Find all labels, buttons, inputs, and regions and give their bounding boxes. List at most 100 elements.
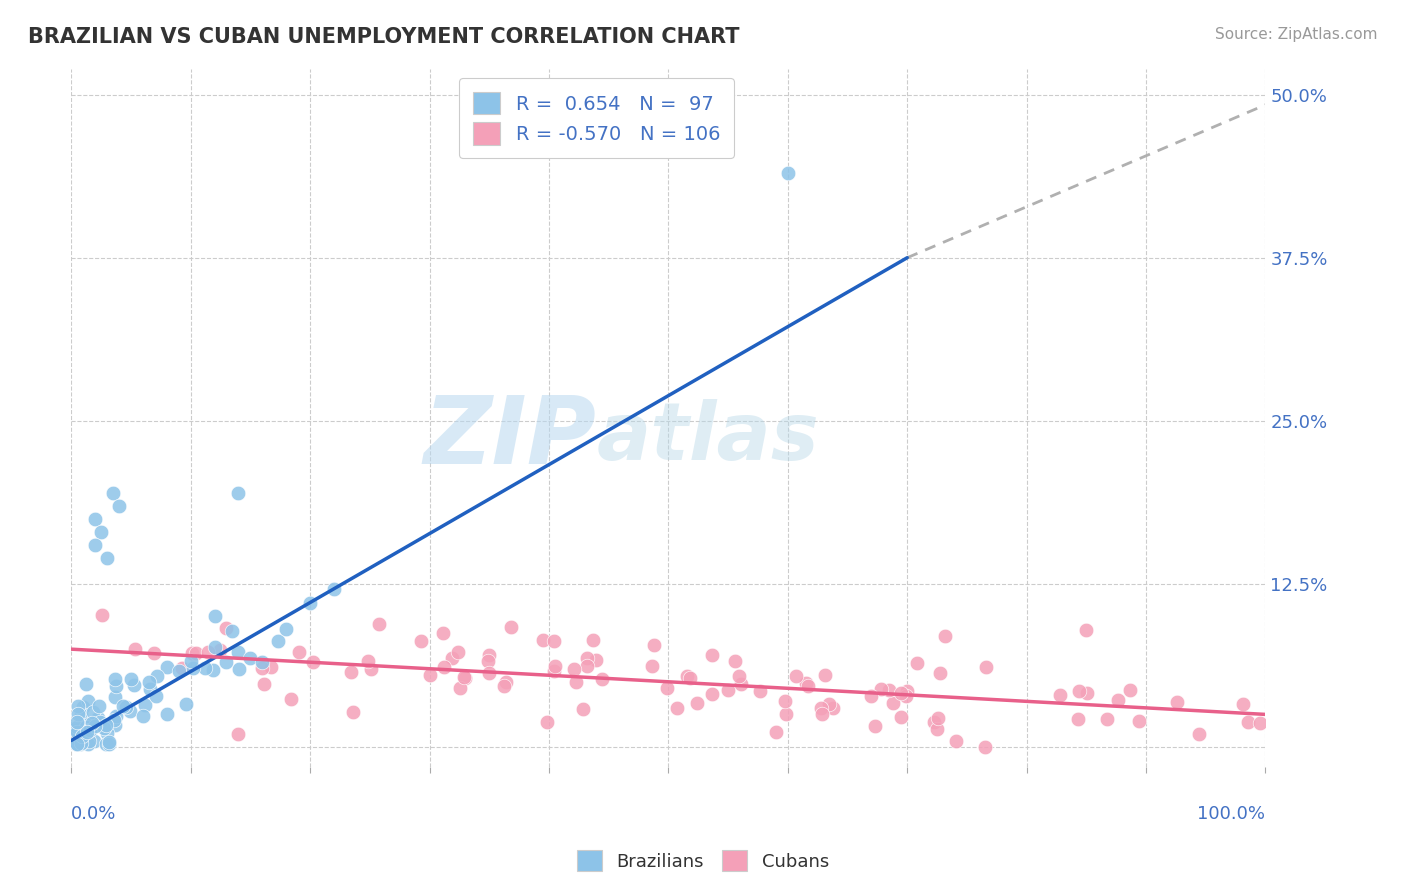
- Point: [1249, 715, 1271, 730]
- Point: [101, 485, 124, 500]
- Point: [449, 681, 471, 695]
- Point: [104, 672, 127, 686]
- Point: [785, 668, 807, 682]
- Point: [581, 632, 603, 647]
- Point: [124, 642, 146, 657]
- Point: [67, 735, 90, 749]
- Point: [76, 725, 98, 739]
- Point: [276, 623, 298, 637]
- Point: [700, 687, 723, 701]
- Point: [131, 708, 153, 723]
- Point: [70, 708, 93, 723]
- Point: [120, 704, 142, 718]
- Point: [894, 690, 917, 704]
- Point: [83, 719, 105, 733]
- Point: [823, 701, 845, 715]
- Point: [773, 694, 796, 708]
- Text: ZIP: ZIP: [423, 392, 596, 484]
- Point: [1049, 689, 1071, 703]
- Point: [323, 582, 346, 597]
- Point: [228, 485, 250, 500]
- Point: [934, 629, 956, 643]
- Point: [1166, 695, 1188, 709]
- Point: [945, 734, 967, 748]
- Point: [1188, 727, 1211, 741]
- Point: [98, 738, 121, 752]
- Point: [357, 654, 380, 668]
- Point: [727, 669, 749, 683]
- Point: [905, 656, 928, 670]
- Point: [665, 701, 688, 715]
- Point: [1128, 714, 1150, 728]
- Point: [797, 679, 820, 693]
- Point: [181, 661, 204, 675]
- Point: [186, 646, 208, 660]
- Point: [96, 726, 118, 740]
- Point: [896, 683, 918, 698]
- Point: [368, 616, 391, 631]
- Point: [104, 679, 127, 693]
- Point: [655, 681, 678, 695]
- Point: [87, 698, 110, 713]
- Point: [776, 166, 799, 180]
- Point: [536, 714, 558, 729]
- Point: [197, 645, 219, 659]
- Point: [860, 689, 883, 703]
- Point: [765, 724, 787, 739]
- Point: [818, 697, 841, 711]
- Point: [478, 648, 501, 663]
- Text: Source: ZipAtlas.com: Source: ZipAtlas.com: [1215, 27, 1378, 42]
- Point: [811, 707, 834, 722]
- Point: [565, 675, 588, 690]
- Point: [250, 661, 273, 675]
- Point: [591, 672, 613, 686]
- Point: [226, 645, 249, 659]
- Point: [1232, 698, 1254, 712]
- Point: [1067, 684, 1090, 698]
- Point: [810, 701, 832, 715]
- Point: [112, 698, 135, 713]
- Point: [76, 738, 98, 752]
- Point: [204, 640, 226, 654]
- Point: [145, 690, 167, 704]
- Point: [167, 665, 190, 679]
- Point: [204, 609, 226, 624]
- Point: [215, 621, 238, 635]
- Point: [105, 708, 128, 723]
- Point: [75, 720, 97, 734]
- Point: [156, 706, 179, 721]
- Point: [360, 662, 382, 676]
- Point: [1076, 623, 1098, 637]
- Point: [82, 705, 104, 719]
- Point: [66, 738, 89, 752]
- Point: [575, 651, 598, 665]
- Legend: R =  0.654   N =  97, R = -0.570   N = 106: R = 0.654 N = 97, R = -0.570 N = 106: [460, 78, 734, 158]
- Point: [142, 646, 165, 660]
- Y-axis label: Unemployment: Unemployment: [0, 348, 8, 487]
- Point: [76, 694, 98, 708]
- Point: [253, 677, 276, 691]
- Text: 100.0%: 100.0%: [1198, 805, 1265, 823]
- Point: [1067, 712, 1090, 726]
- Point: [79, 723, 101, 738]
- Point: [543, 665, 565, 679]
- Point: [156, 660, 179, 674]
- Point: [134, 698, 156, 712]
- Point: [453, 670, 475, 684]
- Point: [585, 653, 607, 667]
- Point: [84, 538, 107, 552]
- Point: [108, 499, 131, 513]
- Point: [478, 665, 501, 680]
- Point: [70, 725, 93, 739]
- Point: [104, 690, 127, 705]
- Point: [70, 736, 93, 750]
- Point: [267, 633, 290, 648]
- Point: [145, 669, 167, 683]
- Point: [138, 674, 160, 689]
- Point: [1237, 714, 1260, 729]
- Point: [104, 718, 127, 732]
- Point: [794, 675, 817, 690]
- Point: [67, 738, 90, 752]
- Point: [82, 715, 104, 730]
- Point: [115, 700, 138, 714]
